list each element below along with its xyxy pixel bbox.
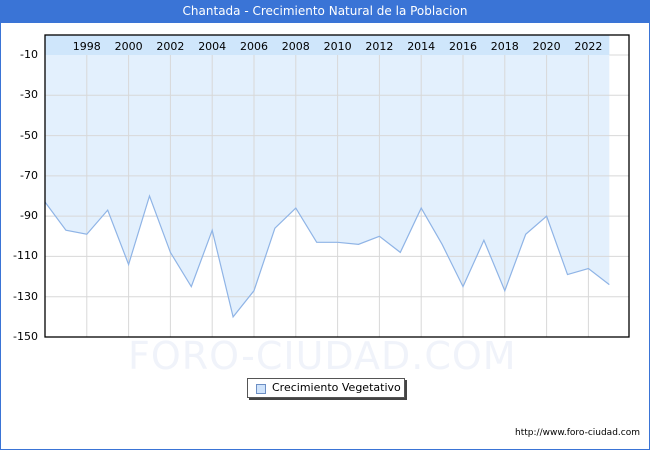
x-tick-label: 2002	[156, 40, 185, 53]
source-url[interactable]: http://www.foro-ciudad.com	[515, 428, 640, 438]
legend-swatch-icon	[256, 384, 266, 394]
y-tick-label: -90	[20, 209, 38, 223]
legend: Crecimiento Vegetativo	[247, 378, 405, 398]
x-tick-label: 2004	[198, 40, 227, 53]
y-tick-label: -130	[13, 289, 38, 303]
x-tick-label: 2018	[490, 40, 519, 53]
chart-title: Chantada - Crecimiento Natural de la Pob…	[0, 0, 650, 23]
x-tick-label: 2006	[240, 40, 268, 53]
x-tick-label: 2012	[365, 40, 394, 53]
x-tick-label: 2008	[281, 40, 310, 53]
x-tick-label: 1998	[72, 40, 101, 53]
y-tick-label: -30	[20, 88, 38, 102]
y-tick-label: -50	[20, 128, 38, 142]
y-tick-label: -110	[13, 249, 38, 263]
x-tick-label: 2014	[407, 40, 436, 53]
x-tick-label: 2016	[449, 40, 477, 53]
y-tick-label: -150	[13, 330, 38, 343]
y-tick-label: -70	[20, 168, 38, 182]
watermark: FORO-CIUDAD.COM	[128, 334, 517, 378]
x-tick-label: 2000	[114, 40, 143, 53]
x-tick-label: 2020	[532, 40, 561, 53]
x-tick-label: 2010	[323, 40, 352, 53]
x-tick-label: 2022	[574, 40, 603, 53]
y-tick-label: -10	[20, 48, 38, 61]
legend-label: Crecimiento Vegetativo	[272, 381, 401, 394]
